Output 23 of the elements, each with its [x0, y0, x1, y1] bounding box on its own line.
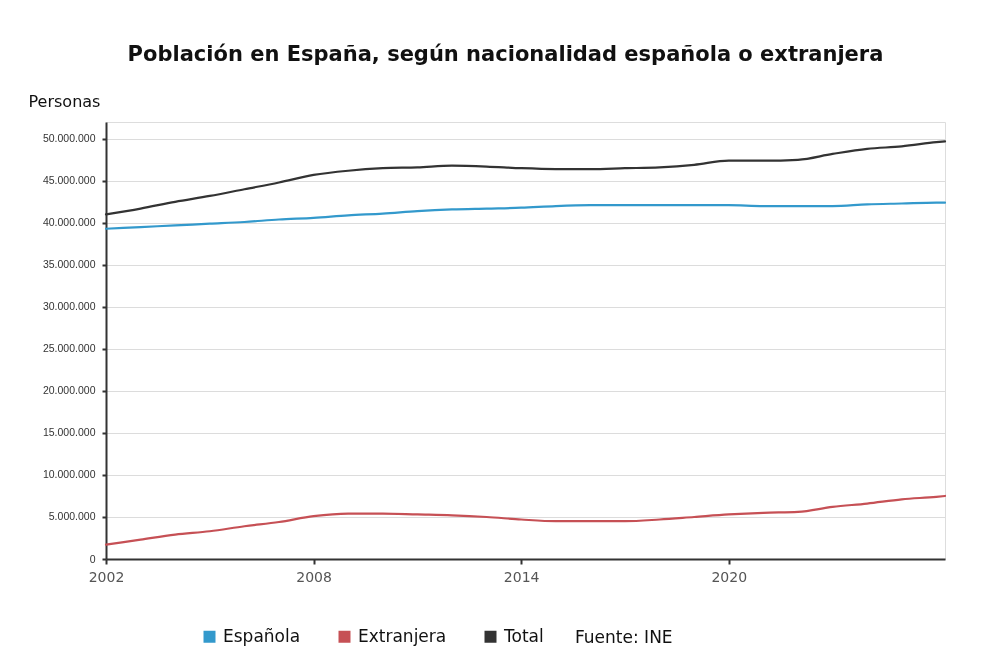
- x-tick-label: 2020: [711, 568, 748, 585]
- line-series: [104, 494, 947, 546]
- y-tick-label: 10.000.000: [42, 468, 96, 481]
- x-tick-label: 2008: [296, 568, 332, 585]
- y-tick-label: 35.000.000: [42, 258, 96, 271]
- source-note: Fuente: INE: [575, 627, 673, 647]
- x-tick-label: 2014: [503, 568, 540, 585]
- y-tick-label: 40.000.000: [42, 216, 96, 229]
- y-tick-label: 5.000.000: [48, 510, 96, 523]
- legend-label: Española: [223, 625, 301, 646]
- y-tick-label: 30.000.000: [42, 300, 96, 313]
- y-tick-label: 45.000.000: [42, 174, 96, 187]
- line-series: [104, 201, 947, 230]
- y-tick-label: 0: [89, 552, 96, 565]
- y-tick-label: 50.000.000: [42, 132, 96, 145]
- legend-label: Total: [503, 625, 544, 646]
- legend-label: Extranjera: [358, 625, 447, 646]
- x-tick-label: 2002: [88, 568, 125, 585]
- chart-title: Población en España, según nacionalidad española o extranjera: [127, 42, 884, 66]
- y-tick-label: 20.000.000: [42, 384, 96, 397]
- y-tick-label: 25.000.000: [42, 342, 96, 355]
- y-tick-label: 15.000.000: [42, 426, 96, 439]
- y-axis-title: Personas: [28, 91, 101, 111]
